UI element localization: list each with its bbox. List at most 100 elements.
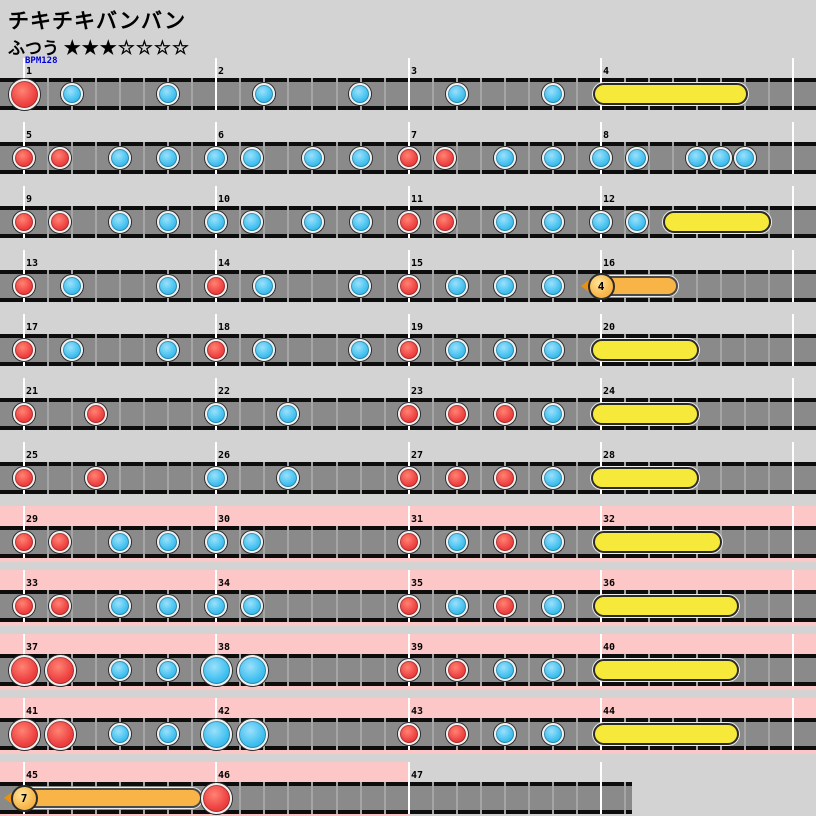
beat-separator (744, 526, 746, 558)
ka-note (241, 595, 263, 617)
measure-end-line (792, 186, 794, 238)
ka-note (446, 339, 468, 361)
ka-note (542, 403, 564, 425)
big-don-note (8, 718, 40, 750)
beat-separator (119, 334, 121, 366)
measure-number: 18 (218, 322, 231, 333)
beat-separator (47, 206, 49, 238)
ka-note (109, 211, 131, 233)
don-note (398, 211, 420, 233)
ka-note (350, 211, 372, 233)
measure-number: 40 (603, 642, 616, 653)
beat-separator (768, 654, 770, 686)
beat-separator (336, 654, 338, 686)
beat-separator (768, 334, 770, 366)
beat-separator (576, 270, 578, 302)
beat-separator (384, 526, 386, 558)
measure-number: 9 (26, 194, 33, 205)
beat-separator (720, 270, 722, 302)
beat-separator (47, 78, 49, 110)
ka-note (157, 83, 179, 105)
beat-separator (311, 334, 313, 366)
don-note (13, 403, 35, 425)
beat-separator (768, 142, 770, 174)
ka-note (205, 595, 227, 617)
beat-separator (263, 206, 265, 238)
measure-number: 17 (26, 322, 39, 333)
measure-end-line (792, 58, 794, 110)
beat-separator (480, 718, 482, 750)
beat-separator (768, 398, 770, 430)
beat-separator (576, 142, 578, 174)
beat-separator (528, 334, 530, 366)
beat-separator (95, 718, 97, 750)
ka-note (349, 339, 371, 361)
measure-end-line (792, 634, 794, 686)
ka-note (349, 275, 371, 297)
measure-number: 21 (26, 386, 39, 397)
difficulty-stars-empty: ☆☆☆☆ (117, 38, 190, 59)
ka-note (205, 403, 227, 425)
beat-separator (143, 718, 145, 750)
ka-note (205, 147, 227, 169)
don-note (494, 595, 516, 617)
don-note (398, 339, 420, 361)
balloon-tail-icon (4, 792, 12, 804)
beat-separator (384, 782, 386, 814)
beat-separator (432, 270, 434, 302)
beat-separator (528, 526, 530, 558)
beat-separator (480, 78, 482, 110)
measure-end-line (792, 122, 794, 174)
beat-separator (624, 782, 626, 814)
ka-note (542, 531, 564, 553)
big-don-note (8, 654, 40, 686)
ka-note (157, 275, 179, 297)
measure-number: 12 (603, 194, 616, 205)
beat-separator (287, 78, 289, 110)
don-note (494, 467, 516, 489)
ka-note (494, 659, 516, 681)
beat-separator (47, 398, 49, 430)
beat-separator (360, 654, 362, 686)
beat-separator (648, 142, 650, 174)
beat-separator (191, 142, 193, 174)
ka-note (349, 83, 371, 105)
beat-separator (95, 654, 97, 686)
beat-separator (47, 590, 49, 622)
balloon-tail-icon (581, 280, 589, 292)
beat-separator (480, 398, 482, 430)
measure-end-line (792, 442, 794, 494)
beat-separator (360, 462, 362, 494)
beat-separator (167, 398, 169, 430)
measure-number: 34 (218, 578, 231, 589)
beat-separator (384, 142, 386, 174)
beat-separator (432, 590, 434, 622)
beat-separator (287, 718, 289, 750)
beat-separator (336, 398, 338, 430)
beat-separator (287, 590, 289, 622)
beat-separator (624, 206, 626, 238)
measure-number: 2 (218, 66, 225, 77)
measure-number: 33 (26, 578, 39, 589)
beat-separator (432, 462, 434, 494)
beat-separator (432, 398, 434, 430)
beat-separator (239, 398, 241, 430)
beat-separator (696, 270, 698, 302)
measure-end-line (792, 314, 794, 366)
ka-note (494, 723, 516, 745)
measure-number: 32 (603, 514, 616, 525)
measure-number: 13 (26, 258, 39, 269)
don-note (446, 403, 468, 425)
ka-note (157, 147, 179, 169)
measure-number: 26 (218, 450, 231, 461)
beat-separator (528, 270, 530, 302)
beat-separator (528, 142, 530, 174)
beat-separator (71, 590, 73, 622)
ka-note (157, 659, 179, 681)
measure-number: 5 (26, 130, 33, 141)
ka-note (302, 147, 324, 169)
beat-separator (119, 462, 121, 494)
drumroll-note (591, 467, 699, 489)
beat-separator (384, 718, 386, 750)
ka-note (109, 531, 131, 553)
